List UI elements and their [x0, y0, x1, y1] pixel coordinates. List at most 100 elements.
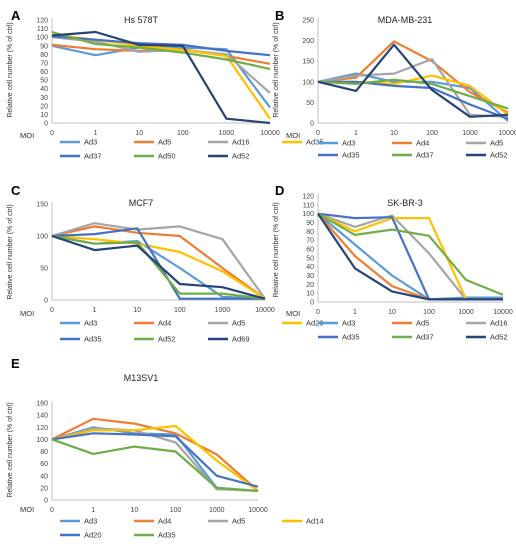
y-tick-label: 0: [44, 121, 48, 128]
y-tick-label: 50: [40, 78, 48, 85]
y-tick-label: 20: [306, 282, 314, 289]
chart-title: MDA-MB-231: [378, 15, 433, 25]
legend-label: Ad4: [158, 517, 171, 526]
x-tick-label: 1000: [462, 130, 478, 137]
legend-label: Ad5: [232, 319, 245, 328]
legend-label: Ad5: [416, 319, 429, 328]
legend-label: Ad37: [416, 333, 434, 342]
legend-label: Ad4: [416, 139, 429, 148]
y-axis-label: Relative cell number (% of ctrl): [7, 22, 14, 117]
x-tick-label: 0: [50, 307, 54, 314]
y-tick-label: 10: [40, 112, 48, 119]
series-line-ad50: [51, 30, 271, 70]
legend-label: Ad5: [232, 517, 245, 526]
y-tick-label: 120: [36, 18, 48, 25]
x-tick-label: 1: [91, 507, 95, 514]
x-tick-label: 10000: [248, 507, 268, 514]
y-tick-label: 200: [302, 38, 314, 45]
x-tick-label: 1: [93, 307, 97, 314]
y-tick-label: 30: [40, 95, 48, 102]
y-tick-label: 100: [36, 437, 48, 444]
legend-label: Ad37: [416, 151, 434, 160]
y-tick-label: 70: [306, 238, 314, 245]
legend-label: Ad3: [84, 517, 97, 526]
legend-label: Ad52: [158, 335, 176, 344]
series-line-ad4: [317, 40, 509, 114]
x-tick-label: 10000: [498, 130, 516, 137]
y-tick-label: 120: [302, 194, 314, 201]
legend-label: Ad35: [84, 335, 102, 344]
x-tick-label: 100: [174, 307, 186, 314]
chart-title: Hs 578T: [124, 15, 159, 25]
legend-label: Ad16: [490, 319, 508, 328]
y-tick-label: 0: [44, 298, 48, 305]
panel-a: A Hs 578T Relative cell number (% of ctrl)…: [7, 8, 324, 161]
x-tick-label: 10000: [260, 130, 280, 137]
legend-label: Ad52: [490, 333, 508, 342]
series-line-ad37: [317, 78, 509, 110]
legend-label: Ad3: [342, 139, 355, 148]
legend-label: Ad50: [158, 152, 176, 161]
y-tick-label: 100: [36, 234, 48, 241]
y-tick-label: 100: [302, 79, 314, 86]
panel-letter: D: [275, 183, 284, 198]
x-tick-label: 0: [50, 130, 54, 137]
y-tick-label: 70: [40, 60, 48, 67]
legend-label: Ad20: [84, 531, 102, 540]
y-tick-label: 150: [36, 202, 48, 209]
series-line-ad52: [317, 43, 509, 118]
x-tick-label: 1000: [219, 130, 235, 137]
series-line-ad4: [51, 225, 266, 300]
panel-letter: C: [11, 183, 21, 198]
x-tick-label: 1: [353, 309, 357, 316]
panel-letter: E: [11, 356, 20, 371]
y-tick-label: 80: [40, 449, 48, 456]
x-tick-label: 100: [177, 130, 189, 137]
legend-label: Ad37: [84, 152, 102, 161]
y-tick-label: 80: [40, 52, 48, 59]
x-tick-label: 10000: [255, 307, 275, 314]
y-tick-label: 60: [40, 461, 48, 468]
y-tick-label: 100: [302, 211, 314, 218]
panel-letter: B: [275, 8, 284, 23]
series-line-ad5: [51, 222, 266, 300]
chart-title: M13SV1: [124, 373, 159, 383]
y-tick-label: 150: [302, 59, 314, 66]
legend-label: Ad69: [232, 335, 250, 344]
x-tick-label: 0: [316, 130, 320, 137]
y-tick-label: 80: [306, 229, 314, 236]
y-tick-label: 30: [306, 273, 314, 280]
y-tick-label: 20: [40, 485, 48, 492]
x-tick-label: 1: [354, 130, 358, 137]
legend-label: Ad52: [232, 152, 250, 161]
x-axis-label: MOI: [286, 131, 300, 140]
series-line-ad37: [51, 35, 271, 57]
x-tick-label: 100: [423, 309, 435, 316]
legend-label: Ad3: [342, 319, 355, 328]
x-axis-label: MOI: [20, 505, 34, 514]
series-line-ad3: [317, 212, 503, 301]
x-tick-label: 100: [426, 130, 438, 137]
series-line-ad14: [51, 424, 259, 492]
y-tick-label: 90: [306, 220, 314, 227]
series-line-ad69: [51, 234, 266, 300]
chart-title: SK-BR-3: [387, 198, 423, 208]
legend-label: Ad4: [158, 319, 171, 328]
panel-c: C MCF7 Relative cell number (% of ctrl) MOI…: [7, 183, 324, 344]
series-line-ad52: [317, 213, 503, 301]
x-tick-label: 10000: [493, 309, 513, 316]
x-tick-label: 10: [133, 307, 141, 314]
x-axis-label: MOI: [20, 131, 34, 140]
x-tick-label: 10: [390, 130, 398, 137]
legend-label: Ad35: [306, 138, 324, 147]
legend-label: Ad5: [490, 139, 503, 148]
x-tick-label: 0: [50, 507, 54, 514]
x-axis-label: MOI: [286, 309, 300, 318]
y-tick-label: 160: [36, 401, 48, 408]
x-tick-label: 1000: [209, 507, 225, 514]
y-tick-label: 90: [40, 43, 48, 50]
series-line-ad20: [51, 432, 259, 488]
x-tick-label: 100: [170, 507, 182, 514]
y-tick-label: 40: [306, 264, 314, 271]
